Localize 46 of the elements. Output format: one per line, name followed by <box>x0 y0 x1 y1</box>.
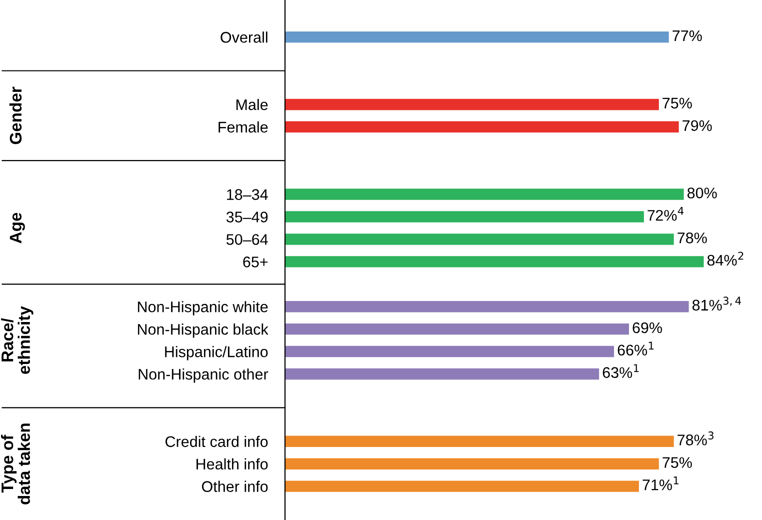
data-label: 78%$^{3}$ <box>678 431 714 446</box>
data-label: 84%$^{2}$ <box>707 252 744 266</box>
text: Age <box>10 212 25 244</box>
data-label: 78% <box>678 232 707 244</box>
bar <box>285 211 644 222</box>
y-tick-label: 50–64 <box>226 234 268 245</box>
data-label: 75% <box>662 98 692 109</box>
bar <box>285 346 614 358</box>
data-label: 69% <box>632 322 662 334</box>
text: Type of data taken <box>1 424 30 504</box>
bar <box>285 234 674 245</box>
y-tick-label: Overall <box>220 32 268 43</box>
bar <box>285 480 639 492</box>
y-tick-label: 35–49 <box>226 212 268 222</box>
text: Gender <box>9 86 22 144</box>
y-tick-label: Other info <box>202 480 268 492</box>
y-tick-label: Hispanic/Latino <box>165 346 268 360</box>
data-label: 75% <box>662 457 692 468</box>
data-label: 77% <box>672 30 702 42</box>
y-tick-label: Non-Hispanic other <box>138 368 268 383</box>
y-tick-label: Male <box>236 98 268 110</box>
bar <box>285 121 679 133</box>
data-label: 72%$^{4}$ <box>648 206 684 221</box>
y-tick-label: 18–34 <box>227 189 268 200</box>
bar <box>285 31 669 43</box>
bar <box>285 188 684 200</box>
y-tick-label: Female <box>218 121 268 133</box>
bar <box>285 436 674 447</box>
data-label: 79% <box>682 120 712 132</box>
y-tick-label: Non-Hispanic white <box>138 301 268 316</box>
bar <box>285 368 600 380</box>
y-tick-label: 65+ <box>243 256 268 268</box>
text: Race/ ethnicity <box>1 306 34 374</box>
data-label: 81%$^{3,4}$ <box>692 296 742 311</box>
y-tick-label: Credit card info <box>166 436 268 448</box>
data-label: 80% <box>687 188 717 198</box>
data-label: 66%$^{1}$ <box>618 342 654 356</box>
y-tick-label: Health info <box>196 458 268 470</box>
bar <box>285 458 659 470</box>
bar <box>285 256 704 268</box>
bar <box>285 300 689 312</box>
y-tick-label: Non-Hispanic black <box>138 324 268 338</box>
data-label: 71%$^{1}$ <box>642 476 678 490</box>
data-label: 63%$^{1}$ <box>602 364 639 378</box>
bar <box>285 323 629 335</box>
bar <box>285 98 659 110</box>
